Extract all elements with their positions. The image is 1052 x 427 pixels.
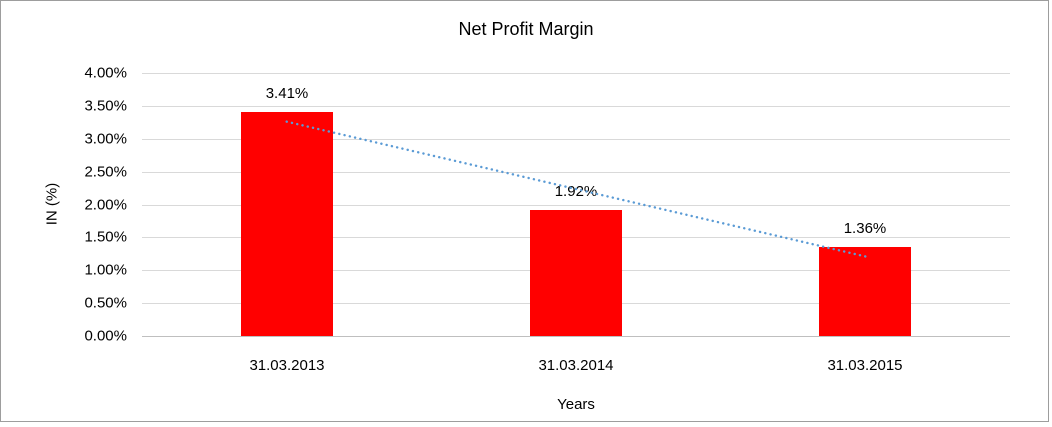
- y-tick-label: 2.50%: [84, 163, 127, 181]
- y-tick-label: 0.50%: [84, 294, 127, 312]
- y-tick-label: 2.00%: [84, 196, 127, 214]
- y-tick-label: 0.00%: [84, 327, 127, 345]
- y-tick-label: 1.00%: [84, 261, 127, 279]
- data-label: 3.41%: [265, 85, 309, 102]
- x-category-label: 31.03.2014: [538, 357, 614, 374]
- data-label: 1.92%: [554, 183, 598, 200]
- x-category-label: 31.03.2013: [249, 357, 325, 374]
- bar[interactable]: [819, 247, 911, 336]
- y-tick-label: 3.00%: [84, 130, 127, 148]
- bar[interactable]: [530, 210, 622, 336]
- y-axis-title: IN (%): [43, 182, 61, 226]
- x-category-label: 31.03.2015: [827, 357, 903, 374]
- y-tick-label: 3.50%: [84, 97, 127, 115]
- gridline: [142, 73, 1010, 74]
- gridline: [142, 106, 1010, 107]
- chart-title: Net Profit Margin: [458, 19, 594, 39]
- y-tick-label: 4.00%: [84, 64, 127, 82]
- y-tick-label: 1.50%: [84, 228, 127, 246]
- bar[interactable]: [241, 112, 333, 336]
- x-axis-line: [142, 336, 1010, 337]
- data-label: 1.36%: [843, 220, 887, 237]
- x-axis-title: Years: [557, 396, 595, 413]
